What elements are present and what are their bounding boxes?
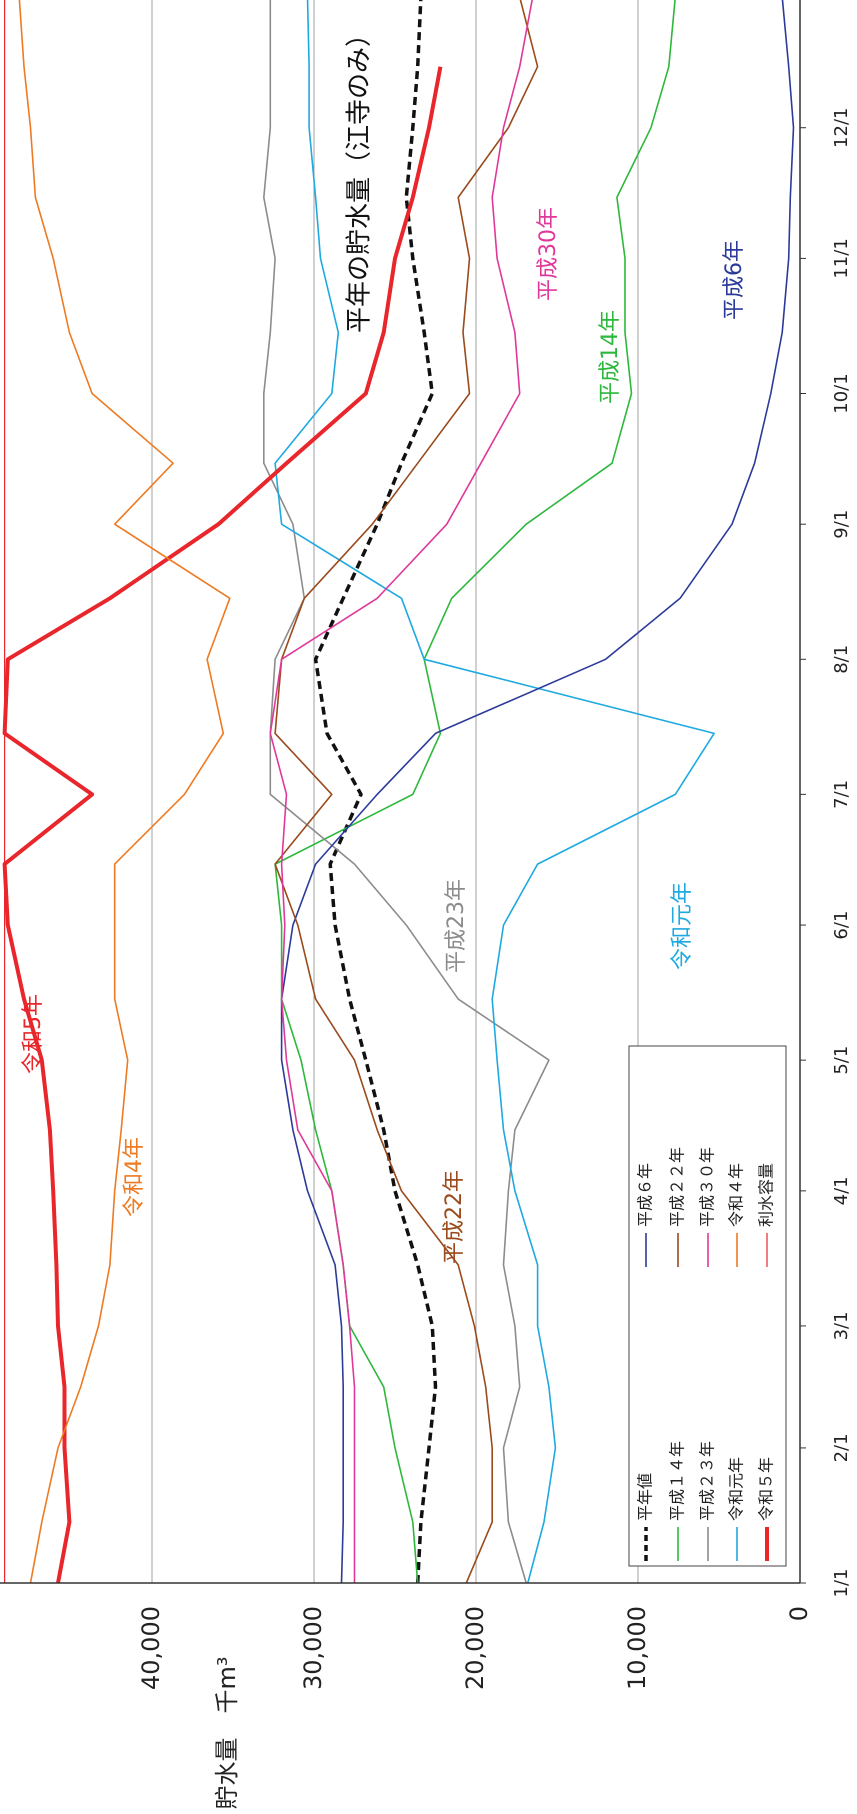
annotation: 平成23年 (444, 879, 469, 973)
annotation: 平年の貯水量（江寺のみ） (345, 21, 375, 333)
annotation: 平成30年 (536, 207, 561, 301)
series-line (263, 0, 550, 1583)
y-tick-label: 30,000 (299, 1606, 327, 1690)
x-tick-label: 3/1 (831, 1311, 852, 1340)
legend-label: 平成２２年 (668, 1147, 687, 1227)
x-tick-label: 8/1 (831, 645, 852, 674)
y-tick-label: 40,000 (137, 1606, 165, 1690)
plot-lines (2, 0, 795, 1583)
y-tick-label: 0 (785, 1606, 813, 1621)
x-tick-label: 12/1 (831, 108, 852, 148)
x-tick-label: 11/1 (831, 238, 852, 278)
series-line (2, 66, 443, 1583)
x-tick-label: 7/1 (831, 780, 852, 809)
x-tick-label: 4/1 (831, 1176, 852, 1205)
series-line (18, 0, 231, 1583)
series-line (274, 0, 677, 1583)
annotation: 令和元年 (670, 882, 695, 970)
annotation: 令和4年 (122, 1137, 147, 1217)
x-tick-label: 10/1 (831, 373, 852, 413)
series-line (274, 0, 715, 1583)
x-tick-label: 6/1 (831, 911, 852, 940)
legend-label: 平年値 (636, 1473, 655, 1521)
legend-label: 平成３０年 (698, 1147, 717, 1227)
y-tick-label: 10,000 (623, 1606, 651, 1690)
legend-label: 令和５年 (757, 1457, 776, 1521)
legend-label: 令和４年 (727, 1163, 746, 1227)
x-tick-label: 9/1 (831, 510, 852, 539)
x-tick-label: 5/1 (831, 1046, 852, 1075)
x-tick-label: 1/1 (831, 1569, 852, 1598)
y-axis-title: 貯水量 千m³ (213, 1657, 241, 1810)
annotation: 令和5年 (21, 994, 46, 1074)
series-line (280, 0, 795, 1583)
annotation: 平成14年 (598, 310, 623, 404)
legend: 平年値 平成１４年 平成２３年 令和元年 令和５年 平成６年 平成２２年 平成３０年 令和４年利… (628, 1045, 787, 1567)
legend-label: 令和元年 (727, 1457, 746, 1521)
y-tick-label: 50,000 (0, 1606, 3, 1690)
legend-label: 平成６年 (636, 1163, 655, 1227)
legend-label: 利水容量 (757, 1163, 776, 1227)
series-line (269, 0, 534, 1583)
grid (151, 0, 639, 1583)
legend-label: 平成２３年 (698, 1441, 717, 1521)
y-tick-label: 20,000 (461, 1606, 489, 1690)
legend-box (628, 1045, 787, 1567)
legend-label: 平成１４年 (668, 1441, 687, 1521)
series-line (274, 0, 539, 1583)
axes: 0 10,000 20,000 30,000 40,000 50,000 1/1 2/1 3/1… (0, 0, 852, 1690)
x-tick-label: 2/1 (831, 1433, 852, 1462)
series-line (313, 0, 438, 1583)
annotation: 平成22年 (442, 1170, 467, 1264)
annotation: 平成6年 (722, 240, 747, 320)
